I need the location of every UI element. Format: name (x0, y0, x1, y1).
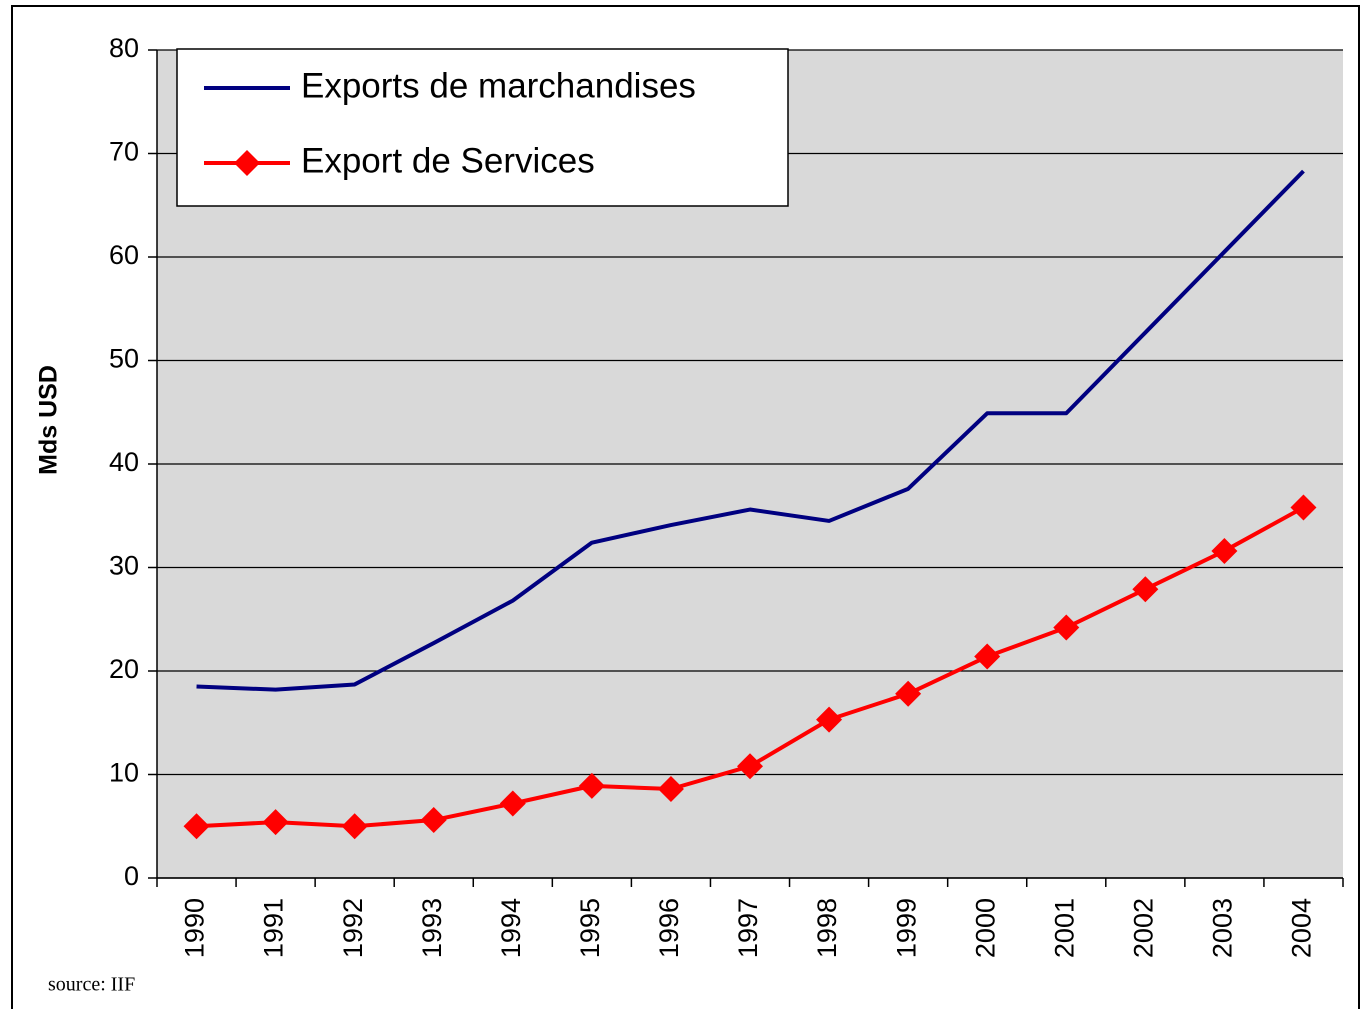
y-tick-label: 30 (109, 551, 139, 581)
marker (499, 790, 526, 817)
marker (895, 680, 922, 707)
x-tick-label: 2003 (1208, 898, 1238, 958)
marker (1211, 537, 1238, 564)
legend (176, 48, 789, 207)
x-tick-label: 1995 (575, 898, 605, 958)
x-tick-label: 2002 (1128, 898, 1158, 958)
marker (1290, 494, 1317, 521)
marker (657, 775, 684, 802)
x-tick-label: 1992 (338, 898, 368, 958)
x-tick-label: 1993 (417, 898, 447, 958)
x-tick-label: 2004 (1287, 898, 1317, 958)
y-tick-label: 70 (109, 137, 139, 167)
frame (11, 5, 1360, 1009)
x-tick-label: 2000 (970, 898, 1000, 958)
y-tick-label: 20 (109, 654, 139, 684)
y-tick-label: 80 (109, 33, 139, 63)
marker (1132, 576, 1159, 603)
x-tick-label: 1998 (812, 898, 842, 958)
source: source: IIF (48, 974, 135, 996)
marker (341, 813, 368, 840)
x-tick-label: 1999 (891, 898, 921, 958)
series-line (196, 169, 1305, 692)
marker (262, 809, 289, 836)
y-tick-label: 0 (124, 861, 139, 891)
y-tick-label: 40 (109, 447, 139, 477)
marker (420, 807, 447, 834)
marker (578, 772, 605, 799)
y-tick-label: 50 (109, 344, 139, 374)
marker (1053, 614, 1080, 641)
legend-marker (234, 150, 260, 176)
y-tick-label: 10 (109, 758, 139, 788)
x-tick-label: 2001 (1049, 898, 1079, 958)
y-axis-label: Mds USD (35, 365, 63, 475)
y-tick-label: 60 (109, 240, 139, 270)
x-tick-label: 1994 (496, 898, 526, 958)
marker (816, 706, 843, 733)
x-tick-label: 1991 (259, 898, 289, 958)
marker (183, 813, 210, 840)
x-tick-label: 1996 (654, 898, 684, 958)
legend-label: Exports de marchandises (301, 66, 696, 105)
marker (737, 753, 763, 780)
x-tick-label: 1997 (733, 898, 763, 958)
x-tick-label: 1990 (180, 898, 210, 958)
legend-label: Export de Services (301, 141, 595, 180)
marker (974, 643, 1001, 670)
